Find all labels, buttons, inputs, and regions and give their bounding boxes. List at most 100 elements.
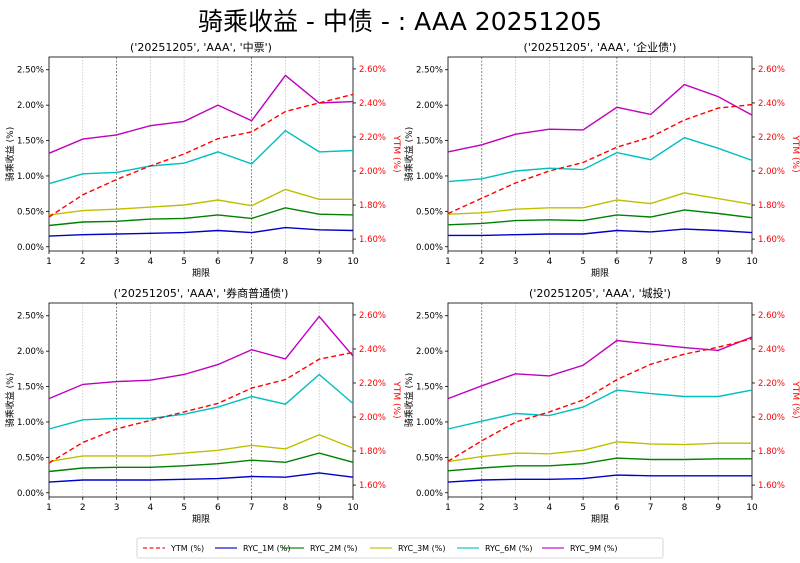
y2-tick-label: 2.20% (758, 379, 785, 389)
x-tick-label: 2 (80, 257, 86, 267)
y-tick-label: 0.50% (17, 453, 44, 463)
legend-label: RYC_1M (%) (243, 544, 290, 553)
y-tick-label: 2.50% (17, 66, 44, 76)
subplot-title: ('20251205', 'AAA', '中票') (130, 41, 272, 54)
y-tick-label: 2.00% (416, 101, 443, 111)
legend-item: RYC_2M (%) (282, 544, 357, 553)
x-tick-label: 6 (614, 503, 620, 513)
legend-item: RYC_9M (%) (542, 544, 617, 553)
x-tick-label: 8 (283, 503, 289, 513)
y-tick-label: 0.50% (17, 207, 44, 217)
series-line-ytm (48, 93, 354, 218)
x-tick-label: 3 (513, 257, 519, 267)
y2-tick-label: 1.80% (758, 201, 785, 211)
y2-tick-label: 2.00% (758, 413, 785, 423)
y-tick-label: 1.50% (416, 383, 443, 393)
subplot-title: ('20251205', 'AAA', '券商普通债') (114, 286, 289, 300)
y-tick-label: 1.00% (17, 418, 44, 428)
series-line-ryc_1m (48, 472, 354, 483)
plot-frame (48, 302, 354, 498)
x-tick-label: 9 (715, 257, 721, 267)
series-line-ryc_1m (447, 474, 752, 483)
y-tick-label: 0.00% (416, 243, 443, 253)
y2-tick-label: 2.00% (359, 167, 386, 177)
y-tick-label: 0.50% (416, 207, 443, 217)
y-tick-label: 0.00% (17, 489, 44, 499)
series-line-ryc_9m (48, 74, 354, 154)
y-axis-label: 骑乘收益 (%) (4, 127, 16, 181)
y-tick-label: 2.50% (416, 312, 443, 322)
x-tick-label: 5 (181, 257, 187, 267)
y-tick-label: 2.00% (17, 347, 44, 357)
y2-axis-label: YTM (%) (790, 380, 800, 418)
plot-frame (447, 302, 753, 498)
subplot-4: ('20251205', 'AAA', '城投') 1 2 3 4 5 6 7 8 9 10 期限 0.… (403, 286, 800, 525)
y-tick-label: 1.50% (416, 137, 443, 147)
series-line-ryc_6m (48, 373, 354, 430)
series-line-ryc_3m (48, 433, 354, 463)
x-tick-label: 7 (648, 257, 654, 267)
x-tick-label: 3 (114, 503, 120, 513)
y2-tick-label: 1.60% (359, 235, 386, 245)
series-line-ryc_6m (447, 136, 753, 183)
legend-label: RYC_2M (%) (310, 544, 357, 553)
y2-tick-label: 2.60% (359, 311, 386, 321)
y2-tick-label: 2.60% (359, 65, 386, 75)
legend-frame (136, 537, 664, 559)
figure-title: 骑乘收益 - 中债 - : AAA 20251205 (197, 7, 603, 36)
y2-tick-label: 2.60% (758, 65, 785, 75)
y2-tick-label: 2.40% (758, 345, 785, 355)
x-tick-label: 10 (746, 257, 758, 267)
x-tick-label: 9 (316, 257, 322, 267)
x-tick-label: 7 (249, 503, 255, 513)
x-tick-label: 8 (283, 257, 289, 267)
x-tick-label: 8 (682, 503, 688, 513)
x-tick-label: 6 (215, 257, 221, 267)
x-axis-label: 期限 (192, 268, 210, 279)
x-axis-label: 期限 (591, 268, 609, 279)
y2-tick-label: 1.80% (359, 201, 386, 211)
x-tick-label: 3 (513, 503, 519, 513)
x-tick-label: 6 (215, 503, 221, 513)
legend-item: RYC_3M (%) (370, 544, 445, 553)
series-line-ryc_1m (448, 228, 753, 237)
x-tick-label: 4 (147, 503, 153, 513)
series-line-ryc_3m (447, 441, 752, 463)
x-tick-label: 7 (249, 257, 255, 267)
legend-item: YTM (%) (143, 544, 204, 553)
x-tick-label: 4 (546, 503, 552, 513)
y2-tick-label: 2.60% (758, 311, 785, 321)
series-line-ryc_6m (48, 129, 354, 185)
legend-item: RYC_1M (%) (215, 544, 290, 553)
subplot-title: ('20251205', 'AAA', '企业债') (524, 40, 677, 54)
x-tick-label: 5 (580, 503, 586, 513)
series-line-ytm (48, 351, 354, 464)
y-tick-label: 1.00% (416, 172, 443, 182)
x-tick-label: 1 (445, 503, 451, 513)
y-tick-label: 0.00% (416, 489, 443, 499)
x-tick-label: 7 (648, 503, 654, 513)
y2-axis-label: YTM (%) (391, 134, 401, 172)
x-tick-label: 3 (114, 257, 120, 267)
x-tick-label: 10 (746, 503, 758, 513)
y2-axis-label: YTM (%) (790, 134, 800, 172)
y-tick-label: 1.50% (17, 137, 44, 147)
subplot-3: ('20251205', 'AAA', '券商普通债') 1 2 3 4 5 6 7 8 9 10 期… (4, 286, 401, 525)
legend-label: RYC_9M (%) (570, 544, 617, 553)
y2-axis-label: YTM (%) (391, 380, 401, 418)
y2-tick-label: 1.80% (758, 447, 785, 457)
series-line-ryc_2m (48, 452, 354, 473)
x-tick-label: 10 (347, 503, 359, 513)
y-tick-label: 1.00% (416, 418, 443, 428)
series-line-ryc_2m (48, 207, 354, 227)
x-tick-label: 4 (546, 257, 552, 267)
y2-tick-label: 2.40% (758, 99, 785, 109)
series-line-ryc_2m (447, 457, 752, 472)
x-tick-label: 5 (580, 257, 586, 267)
y2-tick-label: 1.60% (359, 481, 386, 491)
series-line-ryc_9m (48, 315, 354, 400)
subplot-1: ('20251205', 'AAA', '中票') 1 2 3 4 5 6 7 8 9 10 期限 0.… (4, 41, 401, 279)
x-tick-label: 2 (479, 503, 485, 513)
y2-tick-label: 1.60% (758, 235, 785, 245)
